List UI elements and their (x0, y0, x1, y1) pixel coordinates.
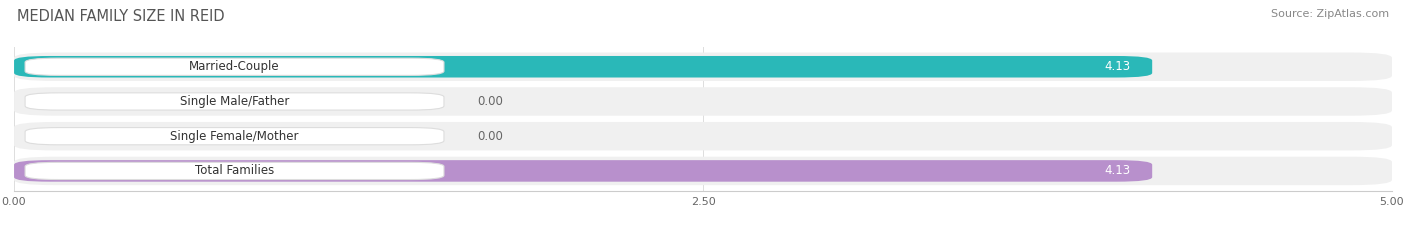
FancyBboxPatch shape (25, 128, 444, 145)
Text: 0.00: 0.00 (477, 95, 503, 108)
Text: Single Female/Mother: Single Female/Mother (170, 130, 298, 143)
Text: MEDIAN FAMILY SIZE IN REID: MEDIAN FAMILY SIZE IN REID (17, 9, 225, 24)
Text: 4.13: 4.13 (1104, 60, 1130, 73)
FancyBboxPatch shape (25, 162, 444, 180)
Text: 4.13: 4.13 (1104, 164, 1130, 177)
Text: Married-Couple: Married-Couple (190, 60, 280, 73)
FancyBboxPatch shape (14, 122, 1392, 151)
Text: Single Male/Father: Single Male/Father (180, 95, 290, 108)
FancyBboxPatch shape (14, 157, 1392, 185)
FancyBboxPatch shape (25, 93, 444, 110)
FancyBboxPatch shape (14, 160, 1152, 182)
Text: Total Families: Total Families (195, 164, 274, 177)
FancyBboxPatch shape (14, 56, 1152, 78)
Text: Source: ZipAtlas.com: Source: ZipAtlas.com (1271, 9, 1389, 19)
Text: 0.00: 0.00 (477, 130, 503, 143)
FancyBboxPatch shape (14, 52, 1392, 81)
FancyBboxPatch shape (14, 87, 1392, 116)
FancyBboxPatch shape (25, 58, 444, 75)
